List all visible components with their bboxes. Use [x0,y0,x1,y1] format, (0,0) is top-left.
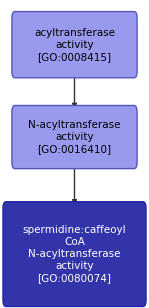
Text: spermidine:caffeoyl
CoA
N-acyltransferase
activity
[GO:0080074]: spermidine:caffeoyl CoA N-acyltransferas… [23,225,126,283]
FancyBboxPatch shape [12,105,137,168]
Text: N-acyltransferase
activity
[GO:0016410]: N-acyltransferase activity [GO:0016410] [28,120,121,154]
FancyBboxPatch shape [3,202,146,306]
Text: acyltransferase
activity
[GO:0008415]: acyltransferase activity [GO:0008415] [34,28,115,62]
FancyBboxPatch shape [12,11,137,78]
